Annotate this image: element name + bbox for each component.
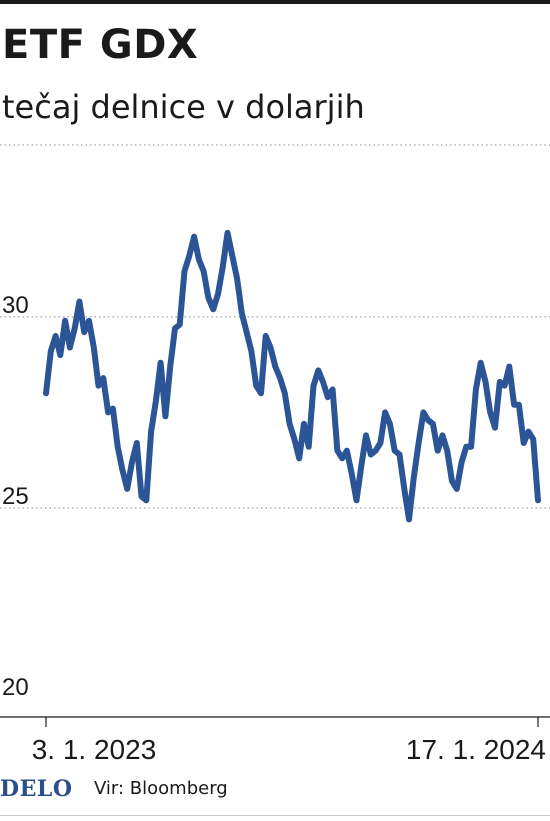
line-chart: 20 25 30 3. 1. 2023 17. 1. 2024 bbox=[0, 144, 550, 765]
y-axis-tick-labels: 20 25 30 bbox=[2, 292, 29, 701]
y-tick-label-20: 20 bbox=[2, 674, 29, 701]
delo-logo: DELO bbox=[0, 776, 73, 802]
chart-grid bbox=[0, 144, 550, 509]
series-line bbox=[43, 229, 541, 523]
x-tick-label-end: 17. 1. 2024 bbox=[406, 734, 546, 765]
chart-title: ETF GDX bbox=[2, 22, 199, 68]
y-tick-label-25: 25 bbox=[2, 483, 29, 510]
y-tick-label-30: 30 bbox=[2, 292, 29, 319]
x-tick-label-start: 3. 1. 2023 bbox=[32, 734, 157, 765]
chart-subtitle: tečaj delnice v dolarjih bbox=[2, 88, 365, 126]
top-rule bbox=[0, 0, 550, 4]
source-note: Vir: Bloomberg bbox=[94, 778, 228, 799]
footer: DELO Vir: Bloomberg bbox=[0, 772, 550, 806]
bottom-rule bbox=[0, 815, 550, 816]
